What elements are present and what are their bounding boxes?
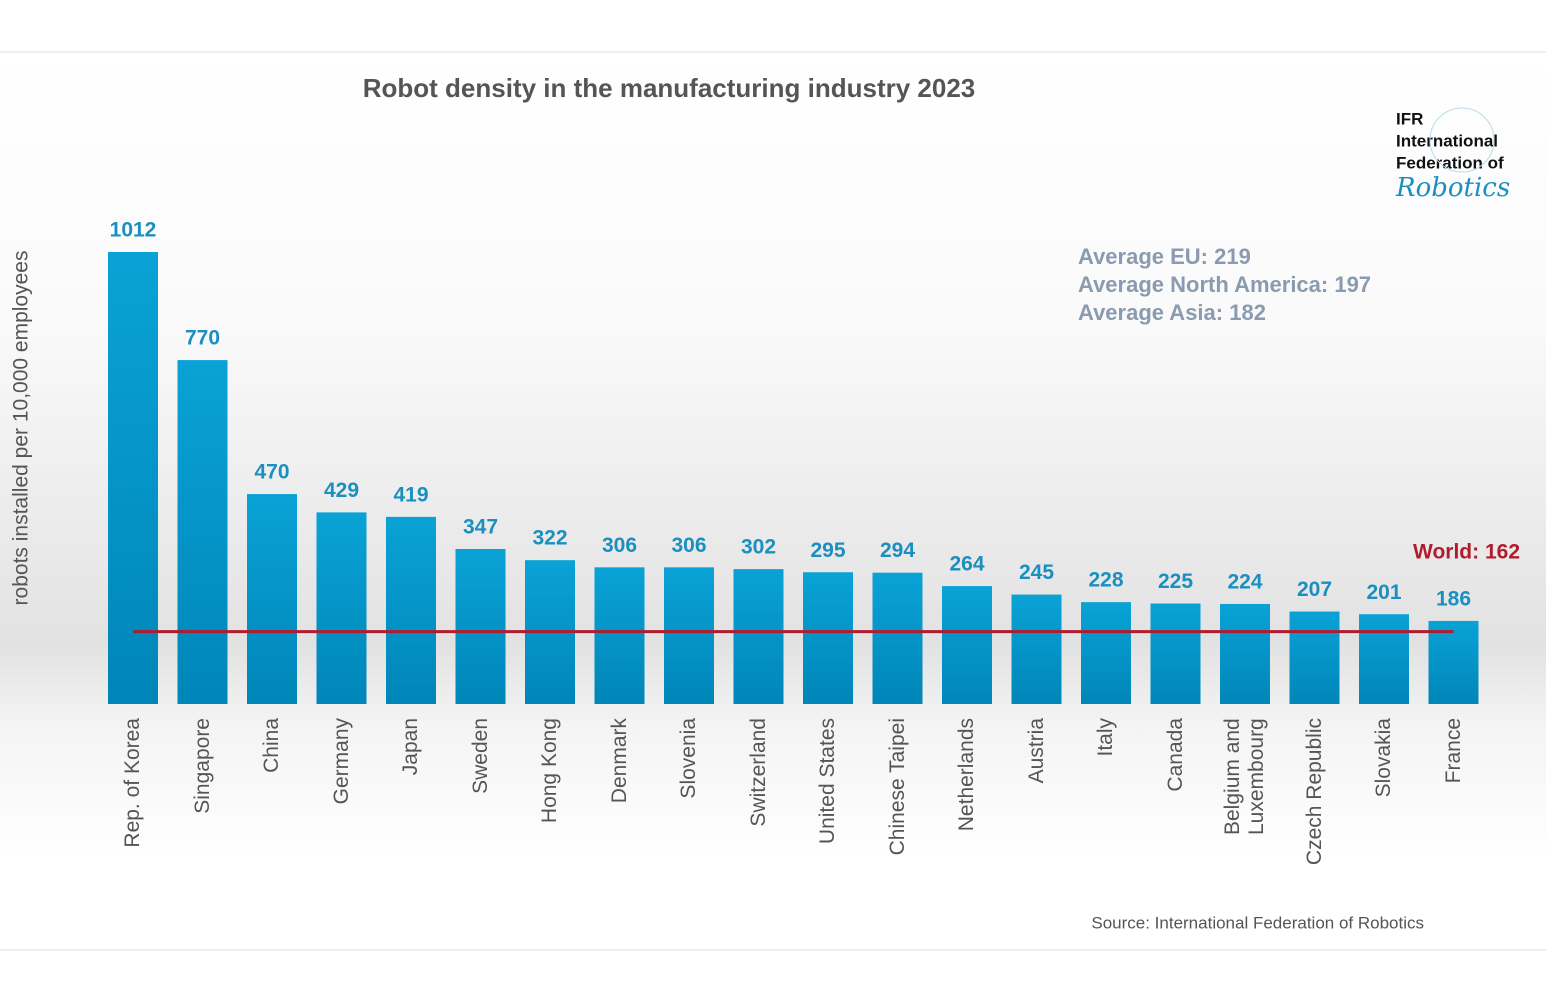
- bar: [1289, 611, 1340, 704]
- bar: [872, 572, 923, 704]
- x-tick-label: Japan: [399, 718, 422, 776]
- annotation: Average Asia: 182: [1078, 300, 1266, 325]
- logo-text: IFR: [1396, 109, 1423, 128]
- y-axis-label: robots installed per 10,000 employees: [10, 251, 33, 606]
- bar: [594, 567, 645, 704]
- bar: [108, 252, 158, 704]
- x-tick-label: United States: [816, 718, 839, 845]
- bar: [1359, 614, 1409, 704]
- logo-text: Federation of: [1396, 153, 1504, 172]
- x-tick-label: Austria: [1024, 718, 1048, 784]
- bar: [455, 549, 506, 704]
- x-tick-label: Germany: [329, 718, 353, 805]
- value-label: 322: [532, 527, 567, 550]
- x-tick-label: Rep. of Korea: [121, 718, 144, 848]
- chart-title: Robot density in the manufacturing indus…: [363, 73, 976, 103]
- logo-text: International: [1396, 131, 1498, 150]
- value-label: 264: [949, 553, 984, 576]
- x-tick-label: Singapore: [190, 718, 214, 814]
- value-label: 225: [1158, 570, 1193, 593]
- bar: [316, 512, 367, 704]
- x-tick-label: Slovenia: [677, 718, 700, 799]
- x-tick-label: Italy: [1094, 718, 1117, 757]
- x-tick-label: Slovakia: [1372, 718, 1395, 798]
- value-label: 470: [254, 461, 289, 484]
- value-label: 207: [1297, 578, 1332, 601]
- x-tick-label: Denmark: [607, 718, 631, 804]
- x-tick-label: France: [1441, 718, 1465, 784]
- x-tick-label: Chinese Taipei: [885, 718, 909, 856]
- bar: [664, 567, 714, 704]
- value-label: 295: [810, 539, 845, 562]
- annotation: Average North America: 197: [1078, 272, 1371, 297]
- x-tick-label: Canada: [1163, 718, 1187, 792]
- bar: [733, 569, 784, 704]
- value-label: 224: [1227, 570, 1262, 593]
- bar: [247, 494, 297, 704]
- bar: [1150, 603, 1201, 704]
- value-label: 770: [185, 327, 220, 350]
- source: Source: International Federation of Robo…: [1091, 913, 1424, 932]
- bar: [1220, 603, 1270, 704]
- value-label: 201: [1366, 581, 1401, 604]
- bar: [386, 516, 436, 704]
- value-label: 302: [741, 536, 776, 559]
- x-tick-label: Sweden: [468, 718, 492, 794]
- x-tick-label: Hong Kong: [538, 718, 561, 824]
- logo-script: Robotics: [1395, 173, 1510, 203]
- x-tick-label: Belgium and Luxembourg: [1221, 718, 1268, 835]
- value-label: 228: [1088, 569, 1123, 592]
- value-label: 294: [880, 539, 915, 562]
- bar: [1428, 620, 1479, 704]
- value-label: 1012: [110, 219, 157, 242]
- bar: [942, 586, 992, 704]
- value-label: 306: [671, 534, 706, 557]
- value-label: 347: [463, 516, 498, 539]
- reference-label: World: 162: [1413, 541, 1520, 564]
- bar: [803, 572, 853, 704]
- value-label: 186: [1436, 587, 1471, 610]
- bar: [1081, 602, 1131, 704]
- x-tick-label: Netherlands: [955, 718, 978, 832]
- x-tick-label: Switzerland: [746, 718, 770, 827]
- logo-globe: [1429, 107, 1495, 173]
- x-tick-label: Czech Republic: [1302, 718, 1326, 866]
- annotation: Average EU: 219: [1078, 244, 1251, 269]
- value-label: 306: [602, 534, 637, 557]
- x-tick-label: China: [260, 718, 283, 773]
- bar: [1011, 594, 1062, 704]
- value-label: 429: [324, 479, 359, 502]
- value-label: 245: [1019, 561, 1054, 584]
- bar: [177, 360, 228, 704]
- value-label: 419: [393, 483, 428, 506]
